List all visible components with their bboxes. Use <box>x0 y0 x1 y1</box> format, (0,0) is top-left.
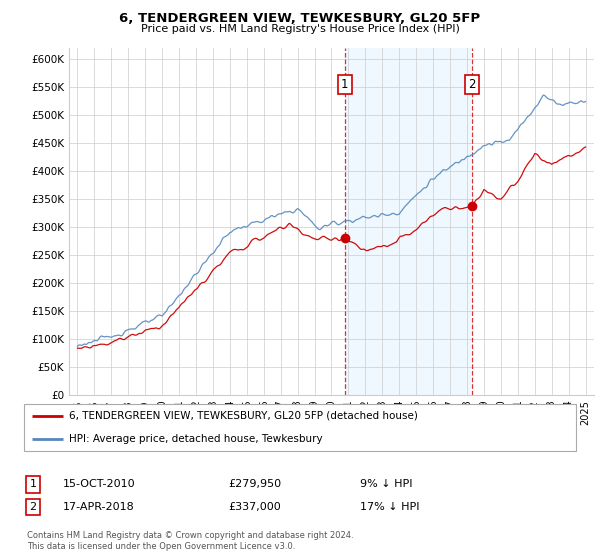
Text: Contains HM Land Registry data © Crown copyright and database right 2024.: Contains HM Land Registry data © Crown c… <box>27 531 353 540</box>
Text: 17-APR-2018: 17-APR-2018 <box>63 502 135 512</box>
Text: £337,000: £337,000 <box>228 502 281 512</box>
Text: 9% ↓ HPI: 9% ↓ HPI <box>360 479 413 489</box>
Text: £279,950: £279,950 <box>228 479 281 489</box>
Text: 6, TENDERGREEN VIEW, TEWKESBURY, GL20 5FP (detached house): 6, TENDERGREEN VIEW, TEWKESBURY, GL20 5F… <box>69 411 418 421</box>
Text: 15-OCT-2010: 15-OCT-2010 <box>63 479 136 489</box>
Text: Price paid vs. HM Land Registry's House Price Index (HPI): Price paid vs. HM Land Registry's House … <box>140 24 460 34</box>
Text: 1: 1 <box>29 479 37 489</box>
Text: 1: 1 <box>341 77 349 91</box>
FancyBboxPatch shape <box>24 404 576 451</box>
Text: 2: 2 <box>29 502 37 512</box>
Text: 6, TENDERGREEN VIEW, TEWKESBURY, GL20 5FP: 6, TENDERGREEN VIEW, TEWKESBURY, GL20 5F… <box>119 12 481 25</box>
Text: 2: 2 <box>468 77 476 91</box>
Text: 17% ↓ HPI: 17% ↓ HPI <box>360 502 419 512</box>
Text: This data is licensed under the Open Government Licence v3.0.: This data is licensed under the Open Gov… <box>27 542 295 550</box>
Text: HPI: Average price, detached house, Tewkesbury: HPI: Average price, detached house, Tewk… <box>69 434 323 444</box>
